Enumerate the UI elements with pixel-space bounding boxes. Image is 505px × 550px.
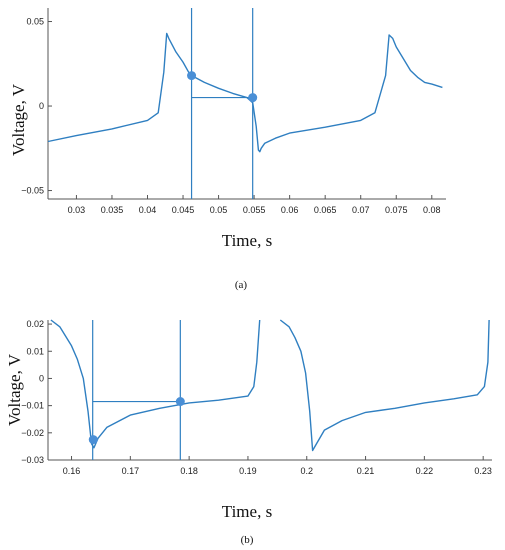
chart-a-x-tick-label: 0.07 (352, 205, 370, 215)
chart-b-series-line-1 (279, 319, 490, 452)
chart-b-marker-point (175, 397, 185, 407)
chart-b-plot-area (48, 320, 492, 460)
chart-b-marker-point (88, 435, 98, 445)
chart-b-y-tick-label: 0.01 (26, 346, 44, 356)
chart-b-x-tick-label: 0.16 (63, 466, 81, 476)
chart-b-y-tick-label: 0.02 (26, 319, 44, 329)
chart-b-x-label: Time, s (222, 502, 272, 521)
chart-b: 0.16 0.17 0.18 0.19 0.2 0.21 0.22 0.23 −0.03 −0.0… (5, 319, 492, 546)
chart-a-panel-label: (a) (235, 279, 248, 291)
chart-a-marker-point (187, 71, 197, 81)
chart-b-series-line-0 (50, 319, 261, 449)
chart-a-y-tick-label: −0.05 (21, 186, 44, 196)
chart-b-y-tick-label: −0.02 (21, 428, 44, 438)
chart-a-marker-point (248, 93, 258, 103)
chart-b-x-tick-label: 0.19 (239, 466, 257, 476)
chart-b-y-label: Voltage, V (5, 353, 24, 426)
chart-a-x-tick-label: 0.04 (139, 205, 157, 215)
chart-a-x-tick-label: 0.06 (281, 205, 299, 215)
chart-a-y-tick-label: 0 (39, 101, 44, 111)
chart-a-x-label: Time, s (222, 231, 272, 250)
chart-b-x-tick-label: 0.23 (474, 466, 492, 476)
chart-a-x-tick-label: 0.08 (423, 205, 441, 215)
chart-a-x-tick-label: 0.065 (314, 205, 337, 215)
chart-a-y-label: Voltage, V (9, 83, 28, 156)
chart-b-y-tick-label: −0.03 (21, 455, 44, 465)
chart-b-x-tick-label: 0.22 (416, 466, 434, 476)
chart-a-y-tick-label: 0.05 (26, 17, 44, 27)
chart-b-x-tick-label: 0.18 (180, 466, 198, 476)
chart-a-x-tick-label: 0.05 (210, 205, 228, 215)
chart-b-x-tick-label: 0.2 (300, 466, 313, 476)
chart-a-x-tick-label: 0.055 (243, 205, 266, 215)
chart-a-x-tick-label: 0.035 (101, 205, 124, 215)
chart-a: 0.03 0.035 0.04 0.045 0.05 0.055 0.06 0.065 0.07… (9, 8, 446, 291)
chart-a-x-tick-label: 0.045 (172, 205, 195, 215)
chart-b-y-tick-label: 0 (39, 373, 44, 383)
chart-b-y-tick-label: −0.01 (21, 401, 44, 411)
chart-a-series-line-0 (47, 32, 443, 153)
chart-b-x-tick-label: 0.17 (122, 466, 140, 476)
chart-b-x-tick-label: 0.21 (357, 466, 375, 476)
chart-b-panel-label: (b) (241, 534, 254, 546)
chart-a-plot-area (48, 8, 446, 199)
chart-a-x-tick-label: 0.075 (385, 205, 408, 215)
chart-a-x-tick-label: 0.03 (68, 205, 86, 215)
